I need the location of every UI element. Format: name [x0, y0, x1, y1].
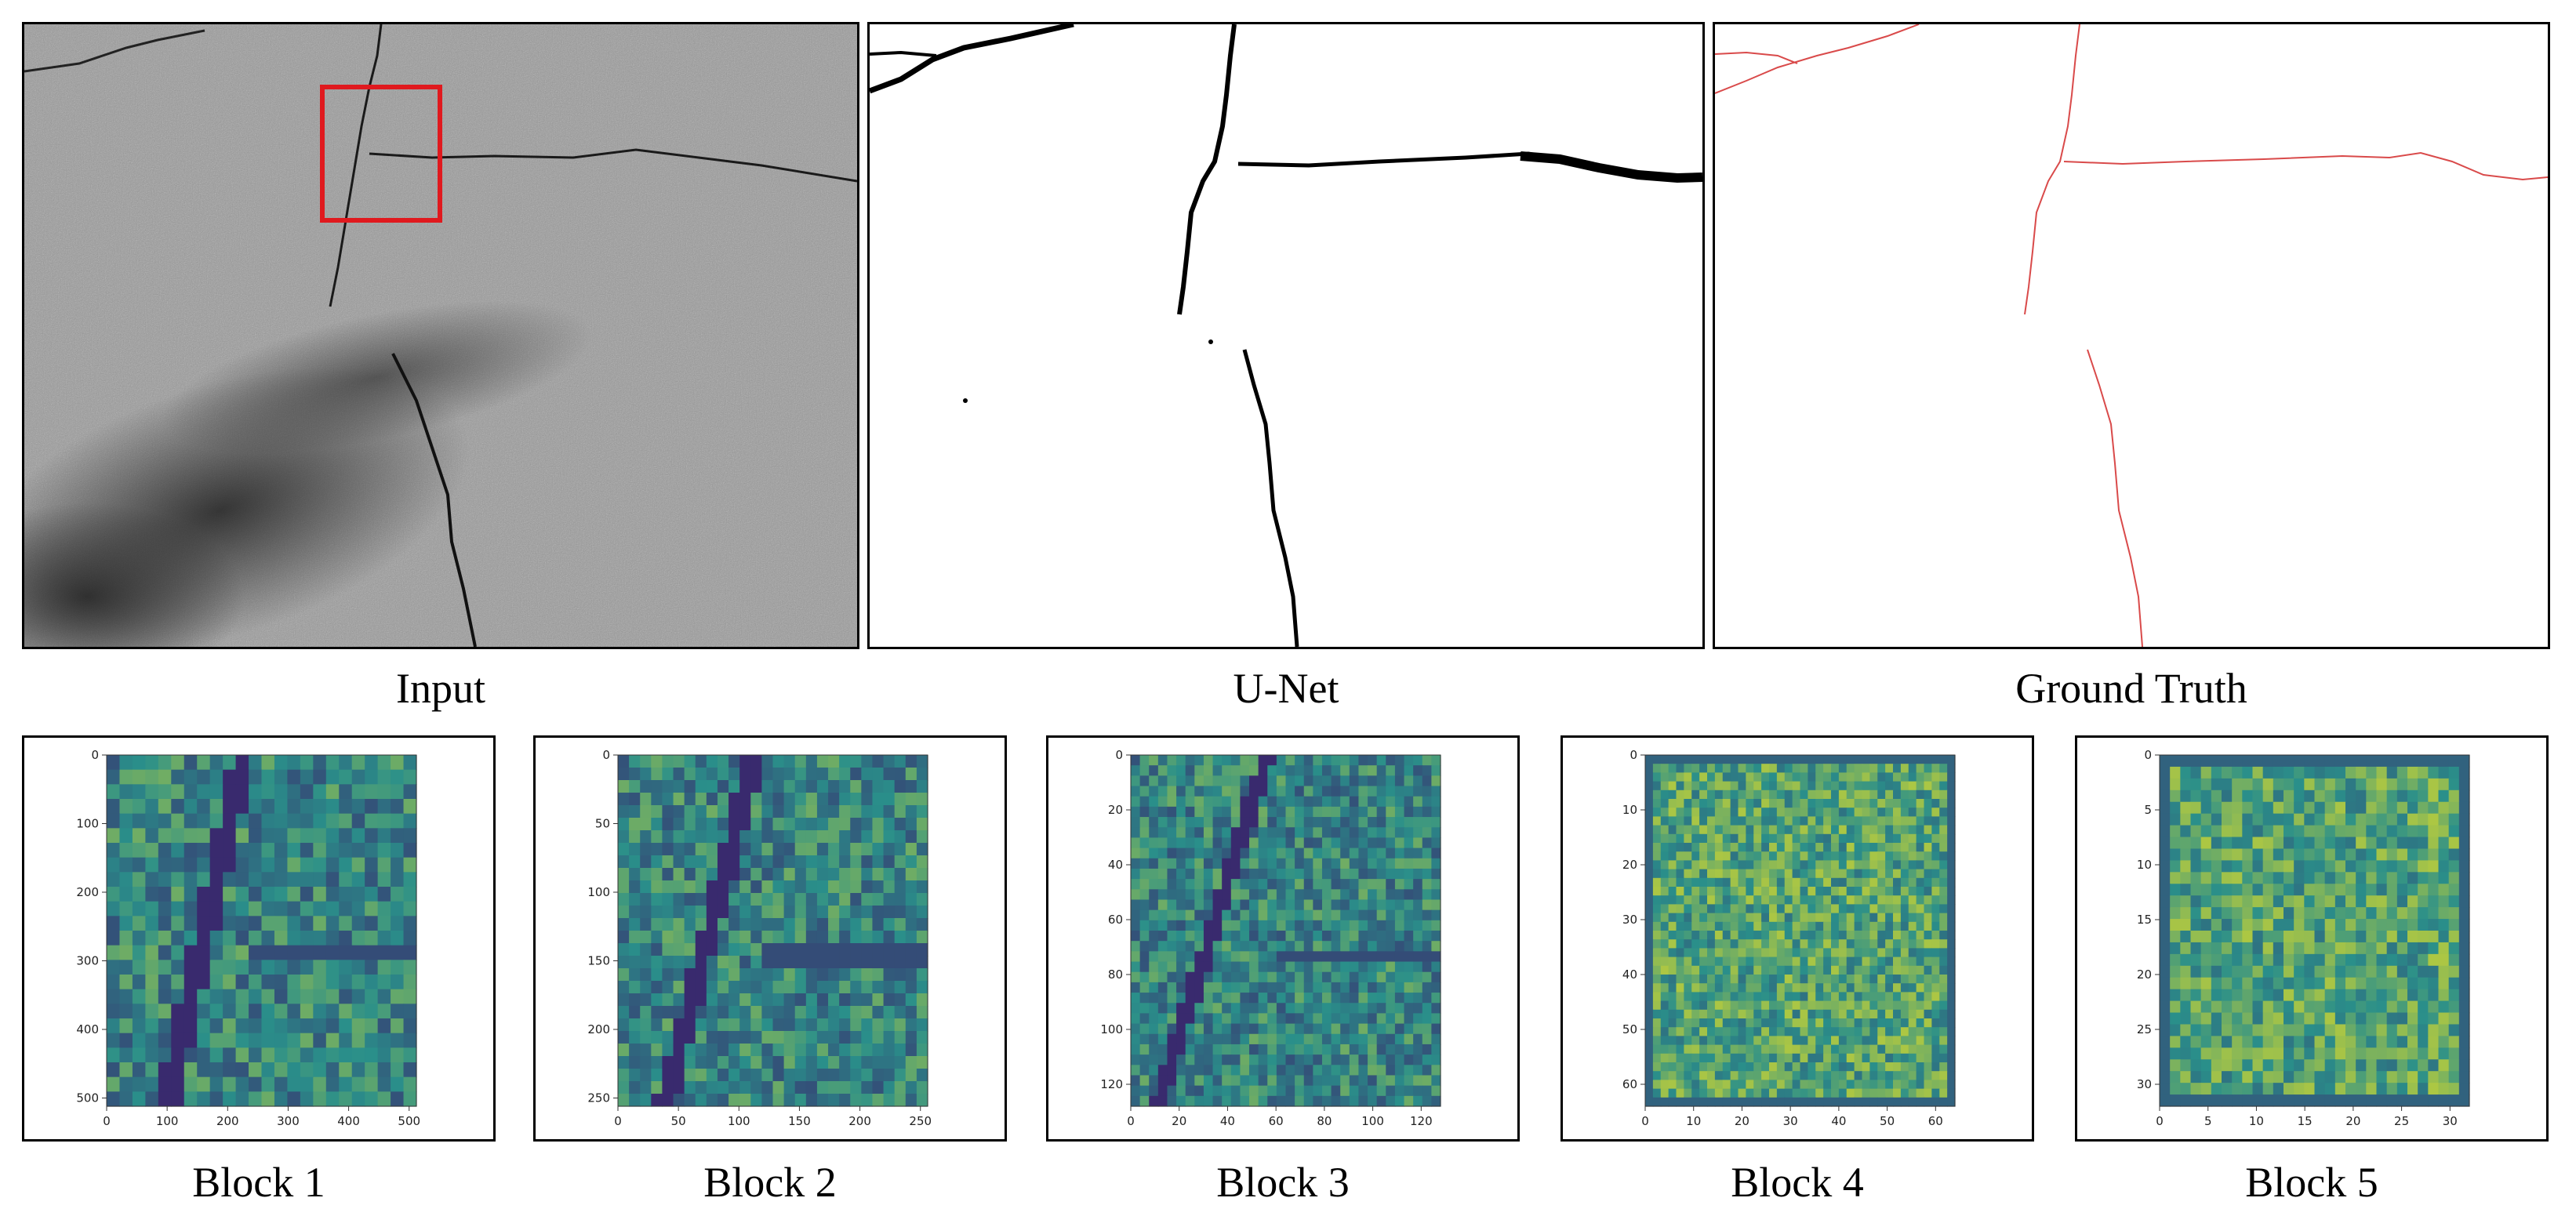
y-tick-label: 0 — [1630, 748, 1637, 762]
y-tick-label: 10 — [2137, 858, 2152, 872]
y-tick-label: 60 — [1622, 1077, 1637, 1091]
block-2-panel: 0 50 100 150 200 250 0 50 100 150 200 250 — [533, 735, 1007, 1142]
x-tick-label: 150 — [788, 1114, 811, 1128]
x-tick-label: 25 — [2394, 1114, 2409, 1128]
y-tick-label: 0 — [1115, 748, 1123, 762]
caption-ground-truth: Ground Truth — [2015, 665, 2247, 712]
x-tick-label: 50 — [671, 1114, 686, 1128]
y-tick-label: 0 — [2144, 748, 2152, 762]
y-tick-label: 100 — [1100, 1022, 1123, 1036]
caption-block-1: Block 1 — [192, 1159, 325, 1206]
x-tick-label: 5 — [2204, 1114, 2212, 1128]
block-3-heatmap: 0 20 40 60 80 100 120 0 20 40 60 80 100 120 — [1100, 748, 1441, 1128]
y-tick-label: 0 — [91, 748, 99, 762]
block-5-heatmap: 0 5 10 15 20 25 30 0 5 10 15 20 25 30 — [2137, 748, 2470, 1128]
x-tick-label: 30 — [2443, 1114, 2458, 1128]
x-tick-label: 40 — [1220, 1114, 1235, 1128]
y-tick-label: 100 — [76, 817, 99, 831]
x-tick-label: 120 — [1410, 1114, 1433, 1128]
block-3-panel: 0 20 40 60 80 100 120 0 20 40 60 80 100 120 — [1046, 735, 1520, 1142]
x-tick-label: 200 — [848, 1114, 871, 1128]
block-2-heatmap: 0 50 100 150 200 250 0 50 100 150 200 250 — [587, 748, 932, 1128]
ground-truth-panel — [1713, 22, 2550, 649]
block-4-heatmap: 0 10 20 30 40 50 60 0 10 20 30 40 50 60 — [1622, 748, 1956, 1128]
y-tick-label: 500 — [76, 1091, 99, 1105]
y-tick-label: 15 — [2137, 913, 2152, 927]
y-tick-label: 100 — [587, 885, 610, 899]
y-tick-label: 25 — [2137, 1022, 2152, 1036]
y-tick-label: 10 — [1622, 803, 1637, 817]
x-tick-label: 300 — [277, 1114, 300, 1128]
x-tick-label: 500 — [398, 1114, 420, 1128]
caption-input: Input — [396, 665, 485, 712]
unet-output-panel — [867, 22, 1705, 649]
y-tick-label: 300 — [76, 954, 99, 968]
x-tick-label: 20 — [2345, 1114, 2360, 1128]
caption-block-3: Block 3 — [1216, 1159, 1350, 1206]
x-tick-label: 30 — [1783, 1114, 1798, 1128]
y-tick-label: 200 — [587, 1022, 610, 1036]
y-tick-label: 40 — [1108, 858, 1123, 872]
caption-block-2: Block 2 — [703, 1159, 837, 1206]
x-tick-label: 10 — [2249, 1114, 2264, 1128]
x-tick-label: 0 — [2156, 1114, 2164, 1128]
y-tick-label: 30 — [2137, 1077, 2152, 1091]
unet-segmentation-image — [870, 24, 1702, 647]
y-tick-label: 150 — [587, 954, 610, 968]
x-tick-label: 200 — [216, 1114, 239, 1128]
x-tick-label: 15 — [2298, 1114, 2313, 1128]
y-tick-label: 400 — [76, 1022, 99, 1036]
x-tick-label: 60 — [1928, 1114, 1943, 1128]
block-1-panel: 0 100 200 300 400 500 0 100 200 300 400 500 — [22, 735, 496, 1142]
x-tick-label: 0 — [1127, 1114, 1135, 1128]
caption-unet: U-Net — [1233, 665, 1339, 712]
caption-block-4: Block 4 — [1731, 1159, 1864, 1206]
x-tick-label: 40 — [1831, 1114, 1846, 1128]
x-tick-label: 60 — [1269, 1114, 1284, 1128]
x-tick-label: 50 — [1880, 1114, 1895, 1128]
x-tick-label: 0 — [1641, 1114, 1649, 1128]
x-tick-label: 20 — [1735, 1114, 1749, 1128]
ground-truth-image — [1715, 24, 2548, 647]
block-5-panel: 0 5 10 15 20 25 30 0 5 10 15 20 25 30 — [2075, 735, 2549, 1142]
y-tick-label: 5 — [2144, 803, 2152, 817]
y-tick-label: 30 — [1622, 913, 1637, 927]
y-tick-label: 50 — [595, 817, 610, 831]
x-tick-label: 0 — [103, 1114, 111, 1128]
x-tick-label: 80 — [1317, 1114, 1332, 1128]
y-tick-label: 250 — [587, 1091, 610, 1105]
y-tick-label: 0 — [602, 748, 610, 762]
block-1-heatmap: 0 100 200 300 400 500 0 100 200 300 400 500 — [76, 748, 420, 1128]
y-tick-label: 20 — [2137, 967, 2152, 982]
y-tick-label: 200 — [76, 885, 99, 899]
y-tick-label: 120 — [1100, 1077, 1123, 1091]
highlight-box — [320, 85, 442, 223]
y-tick-label: 40 — [1622, 967, 1637, 982]
x-tick-label: 20 — [1172, 1114, 1186, 1128]
y-tick-label: 80 — [1108, 967, 1123, 982]
x-tick-label: 100 — [156, 1114, 179, 1128]
x-tick-label: 400 — [337, 1114, 360, 1128]
y-tick-label: 20 — [1622, 858, 1637, 872]
y-tick-label: 50 — [1622, 1022, 1637, 1036]
x-tick-label: 100 — [1361, 1114, 1384, 1128]
caption-block-5: Block 5 — [2245, 1159, 2378, 1206]
x-tick-label: 100 — [728, 1114, 750, 1128]
block-4-panel: 0 10 20 30 40 50 60 0 10 20 30 40 50 60 — [1560, 735, 2034, 1142]
input-image-panel — [22, 22, 859, 649]
x-tick-label: 250 — [909, 1114, 932, 1128]
y-tick-label: 60 — [1108, 913, 1123, 927]
input-crack-image — [24, 24, 857, 647]
x-tick-label: 10 — [1686, 1114, 1701, 1128]
y-tick-label: 20 — [1108, 803, 1123, 817]
x-tick-label: 0 — [614, 1114, 622, 1128]
